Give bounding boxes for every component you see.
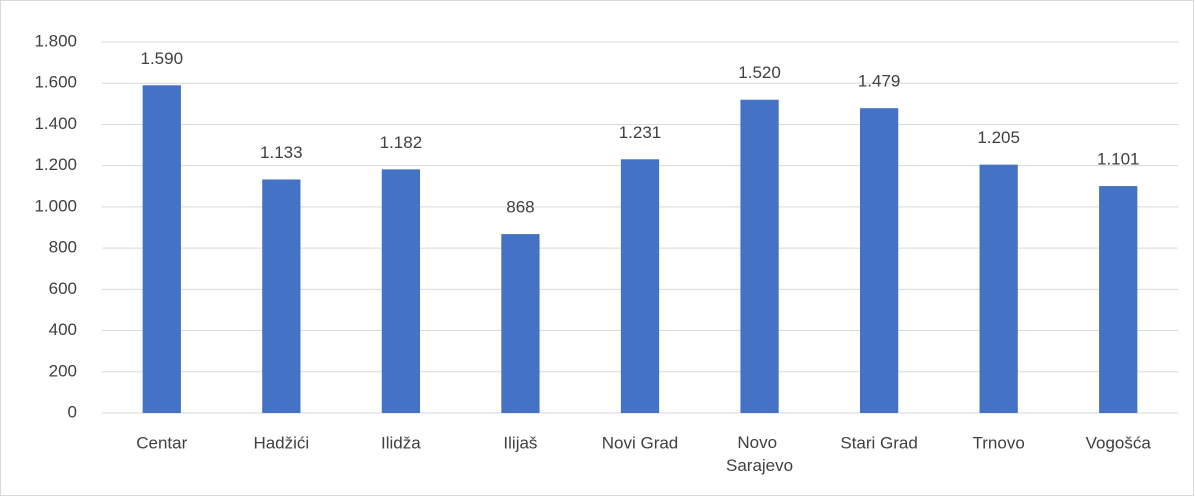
bar — [740, 99, 779, 413]
value-label: 1.231 — [619, 123, 662, 142]
y-tick-label: 0 — [68, 402, 77, 421]
x-tick-label: Vogošća — [1086, 433, 1152, 452]
x-tick-label: Ilijaš — [503, 433, 537, 452]
x-tick-label: Ilidža — [381, 433, 421, 452]
x-tick-label: Centar — [136, 433, 187, 452]
bar — [142, 85, 181, 414]
y-tick-label: 800 — [49, 238, 77, 257]
bar — [620, 159, 660, 413]
y-tick-label: 200 — [49, 361, 77, 380]
y-tick-label: 600 — [49, 279, 77, 298]
value-label: 868 — [506, 198, 534, 217]
value-label: 1.182 — [380, 133, 423, 152]
x-tick-label: Novi Grad — [602, 433, 679, 452]
x-tick-label: Hadžići — [253, 433, 309, 452]
bar — [979, 164, 1018, 413]
value-label: 1.133 — [260, 143, 303, 162]
y-tick-label: 1.000 — [34, 196, 77, 215]
y-tick-label: 1.800 — [34, 31, 77, 50]
value-label: 1.590 — [141, 49, 184, 68]
y-tick-label: 1.400 — [34, 114, 77, 133]
value-label: 1.479 — [858, 72, 901, 91]
value-label: 1.205 — [977, 128, 1020, 147]
value-label: 1.520 — [738, 63, 781, 82]
y-tick-label: 400 — [49, 320, 77, 339]
y-tick-label: 1.200 — [34, 155, 77, 174]
x-tick-label: Stari Grad — [840, 433, 917, 452]
bar — [381, 169, 421, 413]
bar — [262, 179, 301, 413]
bar — [501, 234, 540, 413]
x-tick-label: Trnovo — [973, 433, 1025, 452]
value-label: 1.101 — [1097, 150, 1140, 169]
bar — [859, 108, 899, 413]
x-tick-label: Novo Sarajevo — [726, 433, 793, 475]
bar — [1099, 186, 1138, 413]
y-tick-label: 1.600 — [34, 73, 77, 92]
